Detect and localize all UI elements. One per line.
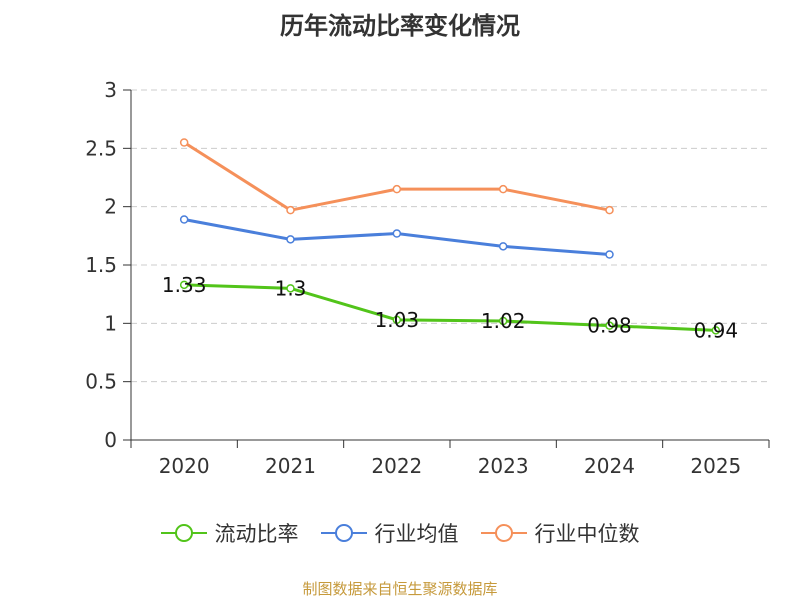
legend-item-industry-median[interactable]: 行业中位数 (480, 518, 640, 548)
data-point (179, 215, 189, 224)
legend-swatch-icon (320, 524, 367, 542)
legend-label: 行业中位数 (534, 522, 640, 546)
data-point (605, 321, 614, 330)
data-point (498, 242, 508, 251)
x-tick-label: 2025 (690, 454, 741, 478)
y-tick-label: 1 (104, 311, 117, 335)
y-tick-label: 1.5 (85, 253, 117, 277)
legend-label: 行业均值 (374, 522, 459, 546)
y-tick-label: 2 (104, 195, 117, 219)
data-label: 0.98 (587, 314, 632, 338)
x-tick-label: 2022 (371, 454, 422, 478)
data-point (605, 205, 614, 215)
data-point (605, 250, 614, 259)
legend-swatch-icon (480, 524, 527, 542)
data-point (286, 284, 295, 293)
y-tick-label: 0.5 (85, 370, 117, 394)
data-label: 1.02 (481, 309, 526, 333)
series-line (184, 283, 716, 332)
x-tick-label: 2020 (159, 454, 210, 478)
x-tick-label: 2024 (584, 454, 635, 478)
y-tick-label: 2.5 (85, 136, 117, 160)
data-point (392, 184, 402, 194)
legend-swatch-icon (160, 524, 207, 542)
data-label: 1.03 (375, 308, 420, 332)
data-label: 0.94 (694, 318, 739, 342)
series-lines (179, 138, 721, 335)
series-line (183, 141, 610, 212)
legend-label: 流动比率 (214, 522, 299, 546)
data-point (286, 235, 295, 244)
source-note: 制图数据来自恒生聚源数据库 (302, 580, 498, 598)
data-label: 1.33 (162, 273, 207, 297)
x-tick-label: 2021 (265, 454, 316, 478)
axes: 0 0.5 1 1.5 2 2.5 3 2020 2021 2022 2023 2024 2025 (85, 78, 770, 478)
y-tick-label: 3 (104, 78, 117, 102)
data-point (498, 184, 508, 194)
data-labels: 1.33 1.3 1.03 1.02 0.98 0.94 (162, 273, 738, 343)
data-point (286, 205, 295, 215)
data-point (711, 326, 721, 335)
x-tick-label: 2023 (478, 454, 529, 478)
legend-item-current-ratio[interactable]: 流动比率 (160, 518, 299, 548)
legend-item-industry-mean[interactable]: 行业均值 (320, 518, 459, 548)
y-tick-label: 0 (104, 428, 117, 452)
chart-title: 历年流动比率变化情况 (280, 12, 520, 40)
data-point (392, 229, 402, 238)
data-point (179, 280, 189, 290)
data-point (498, 316, 508, 326)
data-point (179, 138, 189, 147)
grid-lines (131, 89, 769, 383)
data-label: 1.3 (275, 276, 307, 300)
data-point (392, 315, 402, 325)
legend: 流动比率 行业均值 行业中位数 (0, 518, 800, 548)
